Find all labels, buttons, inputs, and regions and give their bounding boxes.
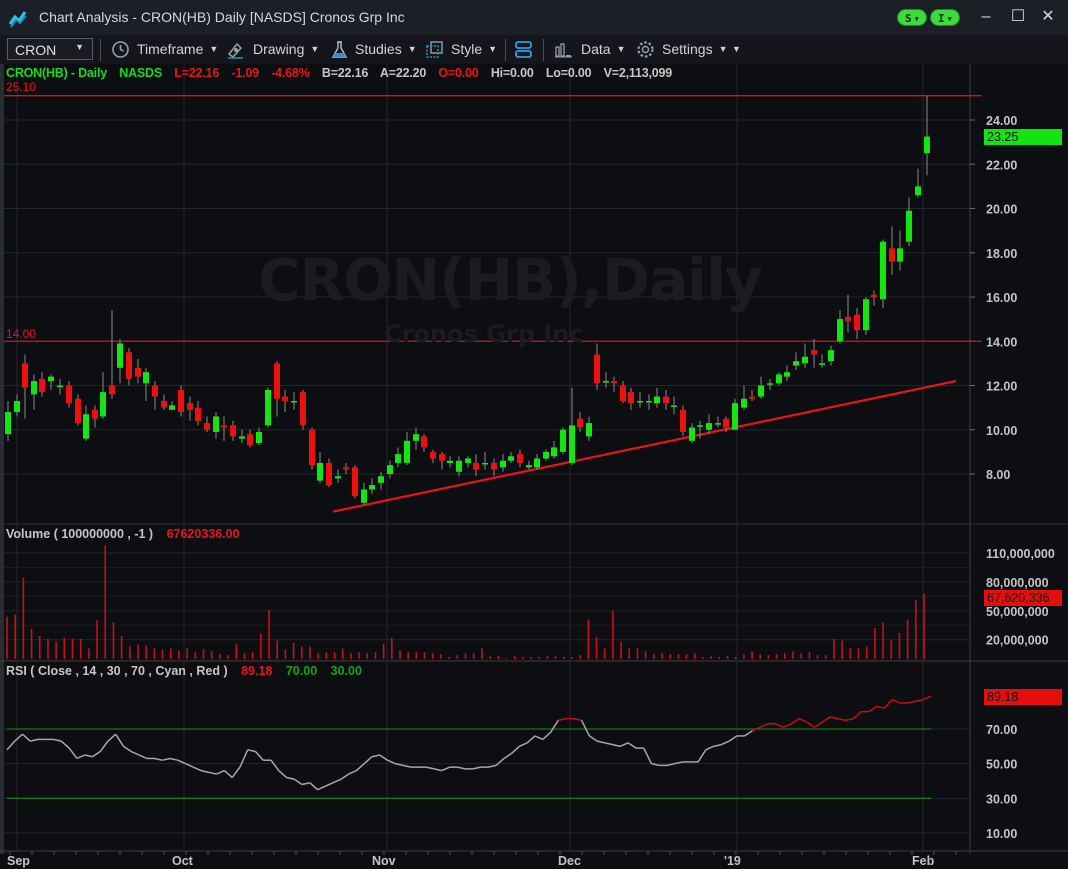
x-axis-month-label: Oct	[172, 854, 193, 868]
timeframe-menu[interactable]: Timeframe ▼	[137, 41, 219, 57]
svg-text:20,000,000: 20,000,000	[986, 634, 1049, 648]
gear-icon	[637, 41, 654, 58]
svg-text:50.00: 50.00	[986, 758, 1017, 772]
info-ask: A=22.20	[379, 66, 427, 80]
hline-label-14: 14.00	[6, 327, 37, 341]
rsi-upper-band: 70.00	[285, 664, 318, 678]
minimize-button[interactable]: –	[976, 7, 996, 27]
info-symbol: CRON(HB) - Daily	[6, 66, 107, 80]
quote-info-bar: CRON(HB) - Daily NASDS L=22.16 -1.09 -4.…	[6, 66, 681, 80]
x-axis-month-label: '19	[724, 854, 741, 868]
svg-text:70.00: 70.00	[986, 723, 1017, 737]
toolbar-divider	[543, 39, 544, 61]
rsi-lower-band: 30.00	[330, 664, 362, 678]
svg-text:12.00: 12.00	[986, 380, 1017, 394]
caret-down-icon: ▼	[718, 44, 728, 54]
close-icon: ✕	[1041, 8, 1055, 25]
style-menu[interactable]: Style ▼	[451, 41, 498, 57]
svg-text:24.00: 24.00	[986, 114, 1017, 128]
drawing-menu[interactable]: Drawing ▼	[253, 41, 320, 57]
x-axis-month-label: Nov	[372, 854, 396, 868]
symbol-dropdown[interactable]: CRON ▼	[7, 38, 93, 60]
style-squares-icon	[426, 41, 443, 58]
close-button[interactable]: ✕	[1038, 7, 1058, 27]
caret-down-icon: ▼	[75, 42, 84, 52]
svg-text:50,000,000: 50,000,000	[986, 605, 1049, 619]
toolbar-divider	[505, 39, 506, 61]
svg-text:14.00: 14.00	[986, 335, 1017, 349]
caret-down-icon: ▼	[310, 44, 320, 54]
svg-text:10.00: 10.00	[986, 827, 1017, 841]
info-exchange: NASDS	[119, 66, 163, 80]
symbol-value: CRON	[15, 42, 57, 58]
svg-text:30.00: 30.00	[986, 792, 1017, 806]
rsi-tag: 89.18	[984, 689, 1062, 705]
minimize-icon: –	[981, 8, 991, 25]
info-change-pct: -4.68%	[271, 66, 310, 80]
toolbar-divider	[100, 39, 101, 61]
maximize-icon: ☐	[1010, 8, 1026, 25]
window-title: Chart Analysis - CRON(HB) Daily [NASDS] …	[39, 9, 405, 25]
svg-text:20.00: 20.00	[986, 203, 1017, 217]
bar-chart-icon	[555, 43, 572, 58]
rsi-value: 89.18	[241, 664, 273, 678]
caret-down-icon: ▼	[407, 44, 417, 54]
caret-down-icon: ▼	[209, 44, 219, 54]
x-axis-month-label: Feb	[912, 854, 935, 868]
toolbar-overflow-button[interactable]: ▼	[732, 44, 741, 54]
svg-text:18.00: 18.00	[986, 247, 1017, 261]
svg-text:22.00: 22.00	[986, 158, 1017, 172]
svg-text:110,000,000: 110,000,000	[986, 547, 1055, 561]
watermark-subtitle: Cronos Grp Inc	[384, 320, 584, 348]
volume-value: 67620336.00	[166, 527, 240, 541]
studies-menu[interactable]: Studies ▼	[355, 41, 417, 57]
clock-icon	[112, 41, 129, 58]
flask-icon	[331, 41, 348, 58]
x-axis-month-label: Dec	[558, 854, 581, 868]
svg-text:16.00: 16.00	[986, 291, 1017, 305]
data-menu[interactable]: Data ▼	[581, 41, 626, 57]
toolbar: CRON ▼ Timeframe ▼ Drawing ▼ Studies ▼ Styl…	[0, 35, 1068, 64]
info-low: Lo=0.00	[545, 66, 592, 80]
hline-label-top: 25.10	[6, 80, 37, 94]
info-volume: V=2,113,099	[603, 66, 673, 80]
caret-down-icon: ▼	[947, 14, 952, 23]
info-open: O=0.00	[438, 66, 479, 80]
drawing-pen-icon	[227, 42, 243, 59]
svg-text:80,000,000: 80,000,000	[986, 576, 1049, 590]
info-bid: B=22.16	[321, 66, 369, 80]
svg-text:8.00: 8.00	[986, 468, 1010, 482]
caret-down-icon: ▼	[488, 44, 498, 54]
info-change: -1.09	[231, 66, 259, 80]
caret-down-icon: ▼	[914, 14, 919, 23]
x-axis-month-label: Sep	[7, 854, 30, 868]
last-price-tag: 23.25	[984, 129, 1062, 145]
info-last: L=22.16	[174, 66, 220, 80]
settings-menu[interactable]: Settings ▼	[662, 41, 728, 57]
svg-text:10.00: 10.00	[986, 424, 1017, 438]
layout-icon[interactable]	[514, 40, 533, 59]
volume-tag: 67,620,336	[984, 590, 1062, 606]
volume-study-label[interactable]: Volume ( 100000000 , -1 )	[6, 527, 154, 541]
title-bar: Chart Analysis - CRON(HB) Daily [NASDS] …	[0, 0, 1068, 35]
info-high: Hi=0.00	[490, 66, 534, 80]
app-logo-icon	[8, 11, 27, 28]
volume-panel-title: Volume ( 100000000 , -1 ) 67620336.00	[6, 527, 250, 541]
i-badge-button[interactable]: I ▼	[930, 9, 960, 26]
rsi-panel-title: RSI ( Close , 14 , 30 , 70 , Cyan , Red …	[6, 664, 372, 678]
s-badge-button[interactable]: S ▼	[897, 9, 927, 26]
overflow-caret-icon: ▼	[732, 44, 741, 54]
watermark-title: CRON(HB),Daily	[258, 246, 763, 314]
caret-down-icon: ▼	[616, 44, 626, 54]
maximize-button[interactable]: ☐	[1008, 7, 1028, 27]
rsi-study-label[interactable]: RSI ( Close , 14 , 30 , 70 , Cyan , Red …	[6, 664, 228, 678]
